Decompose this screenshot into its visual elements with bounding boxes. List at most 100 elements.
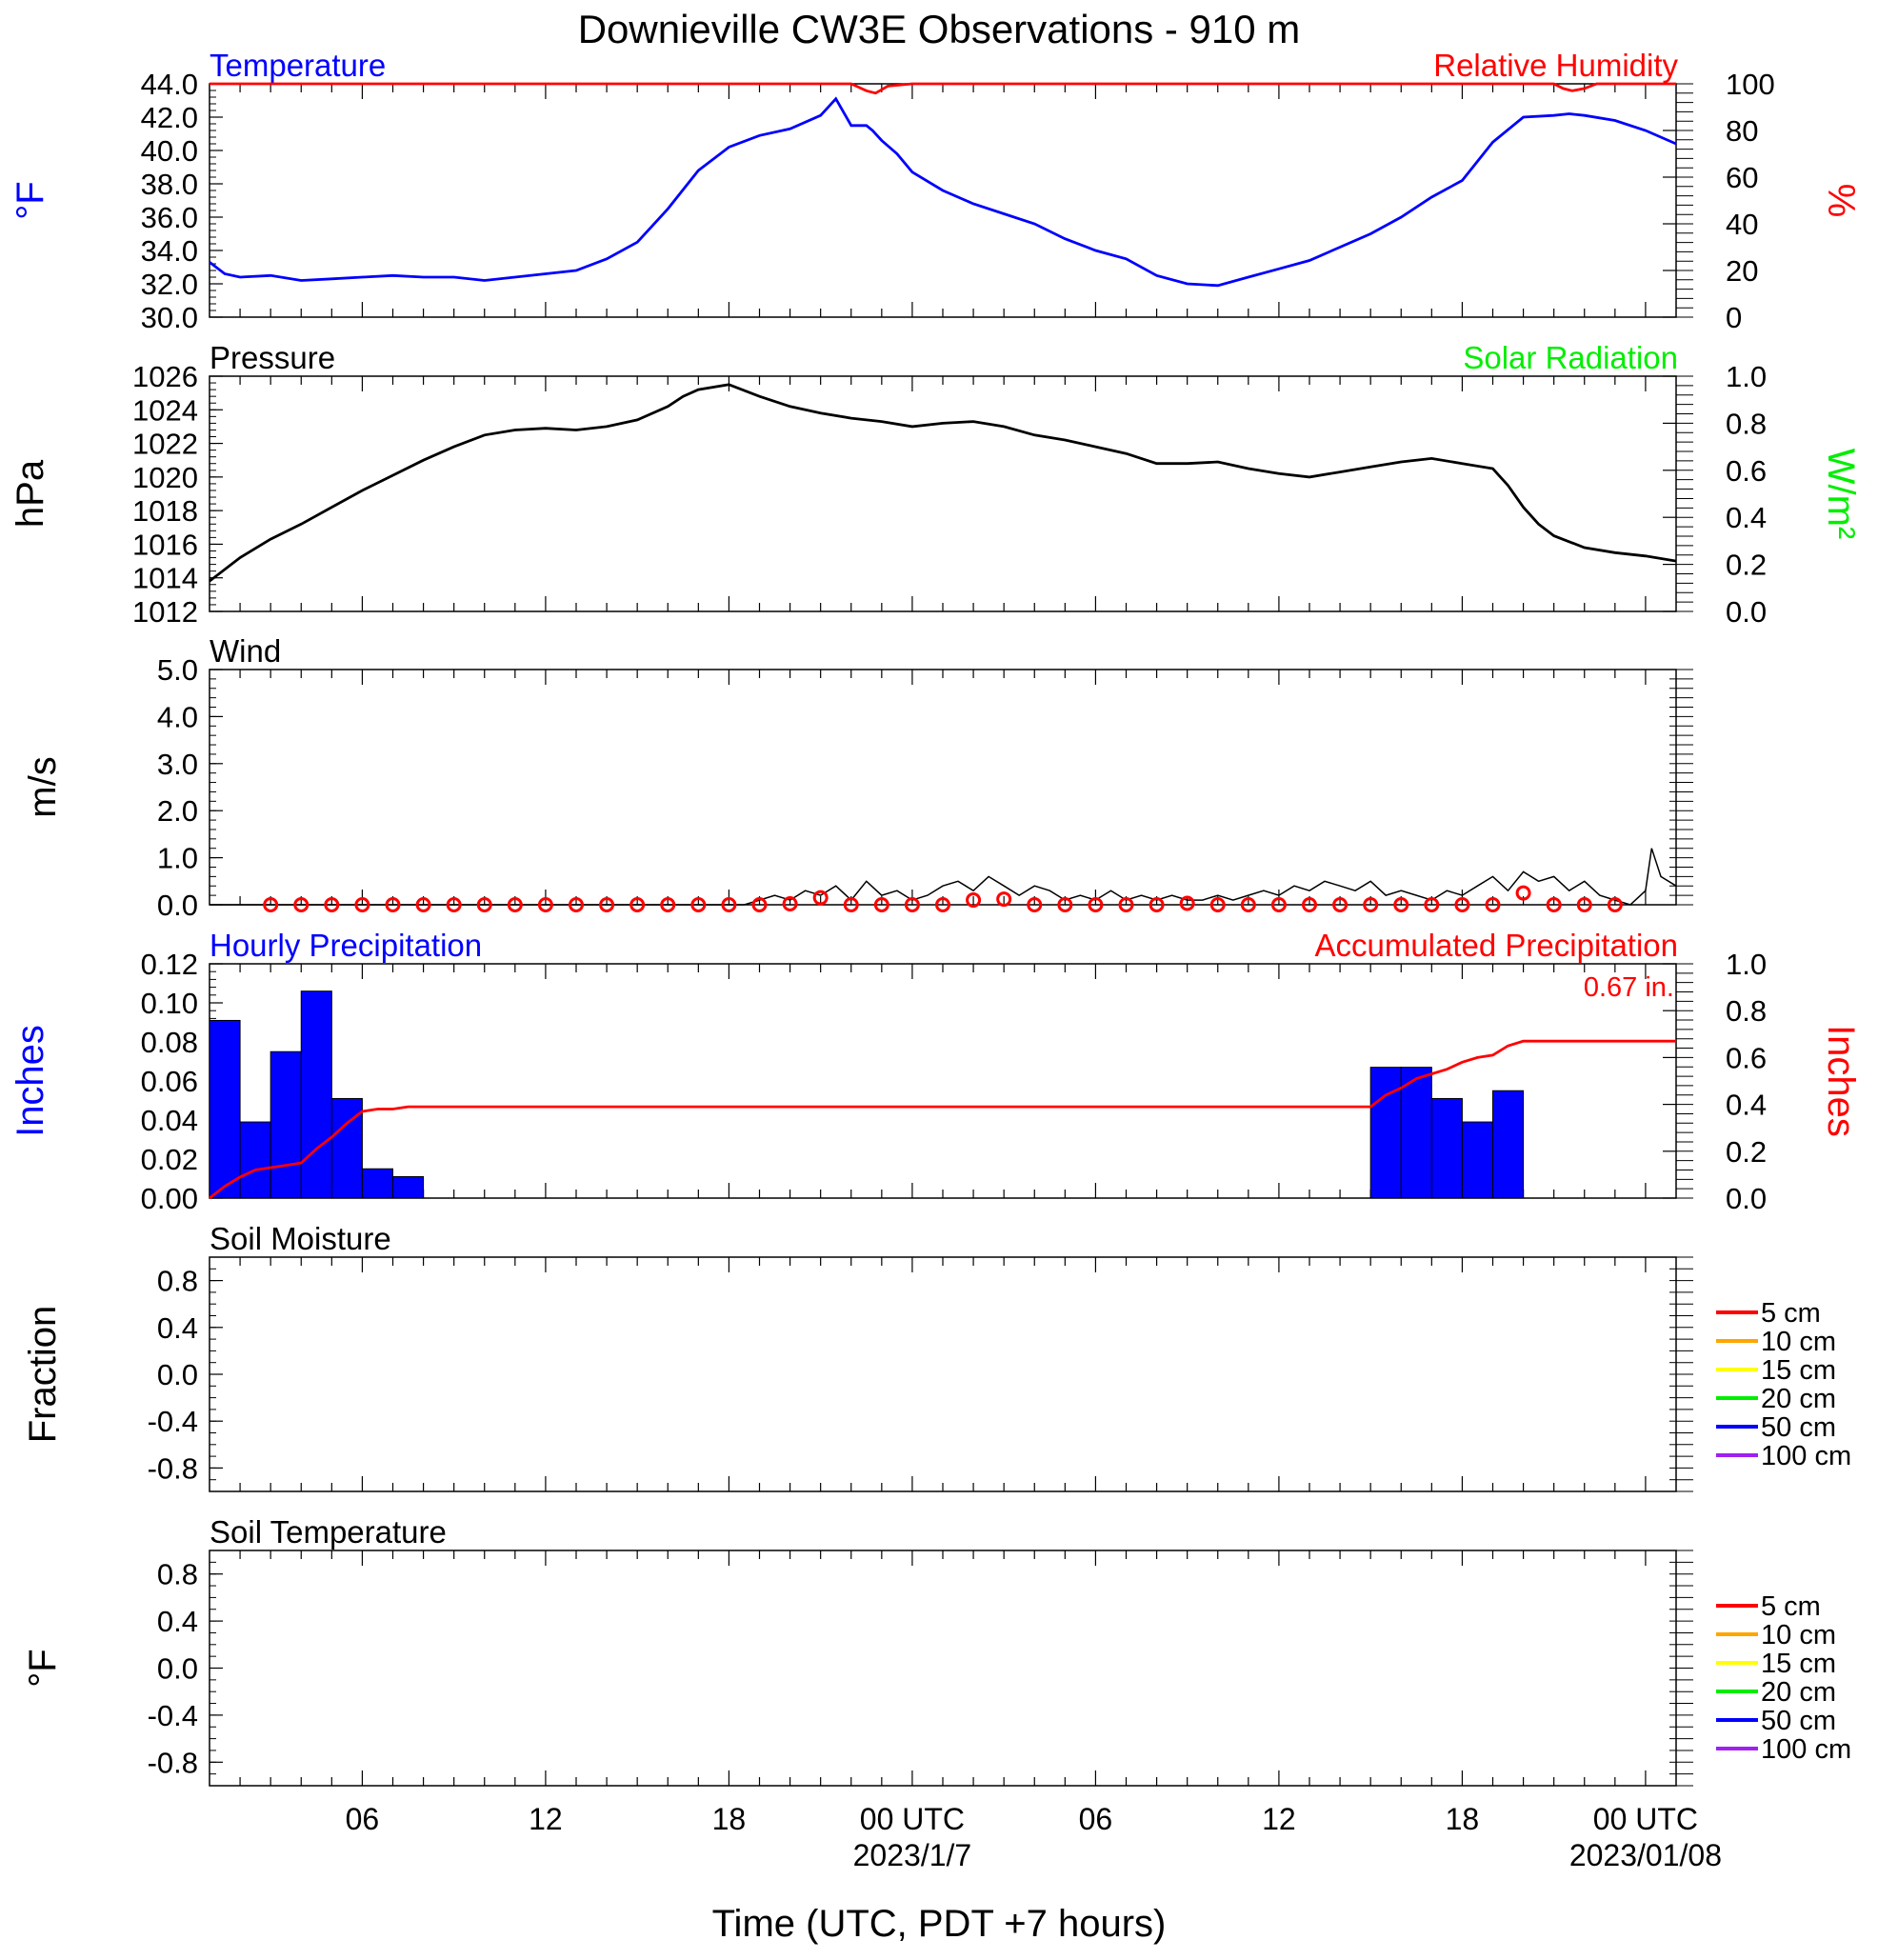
y-tick-label-right: 0.2 [1726,1135,1767,1169]
wind-marker [721,897,737,912]
y-tick-label-left: 38.0 [141,168,198,201]
legend-label: 100 cm [1761,1734,1851,1765]
wind-marker [1485,897,1501,912]
precip-bar [361,1168,393,1199]
wind-marker [324,897,340,912]
wind-marker [843,897,859,912]
panel-title: Soil Temperature [210,1514,447,1550]
wind-marker [1057,897,1073,912]
series-line-pressure-0 [209,383,1677,583]
y-tick-label-right: 0.0 [1726,595,1767,629]
wind-marker [263,897,279,912]
y-axis-label-right: % [1820,184,1862,218]
legend-label: 5 cm [1761,1591,1821,1622]
y-tick-label-right: 0.6 [1726,454,1767,488]
y-tick-label-left: -0.8 [148,1451,198,1485]
plot-frame [209,669,1677,906]
precip-bar [1461,1121,1493,1199]
y-tick-label-right: 0.0 [1726,1182,1767,1215]
wind-marker [1607,897,1623,912]
legend-label: 50 cm [1761,1706,1836,1736]
y-axis-label-left: m/s [22,756,64,817]
y-tick-label-right: 0.8 [1726,994,1767,1028]
legend-label: 20 cm [1761,1384,1836,1414]
x-tick-label: 18 [1446,1802,1480,1836]
wind-marker [996,891,1012,908]
wind-marker [904,897,920,912]
y-tick-label-right: 0.4 [1726,1089,1767,1122]
y-tick-label-left: 0.04 [141,1104,198,1137]
accumulated-total-label: 0.67 in. [1584,972,1674,1003]
x-tick-label: 00 UTC [1593,1802,1698,1836]
legend-label: 15 cm [1761,1649,1836,1679]
y-tick-label-left: 1020 [132,461,198,494]
wind-marker [446,897,462,912]
wind-marker [782,896,798,912]
y-axis-label-right: W/m² [1820,449,1862,540]
y-tick-label-right: 0.6 [1726,1041,1767,1074]
y-tick-label-right: 60 [1726,161,1758,194]
wind-marker [1546,897,1562,912]
panel-title: Wind [210,633,281,669]
wind-marker [1270,897,1287,912]
precip-bar [392,1175,425,1199]
panel-temperature: 30.032.034.036.038.040.042.044.0 0 20 40 60 8… [10,48,1862,334]
y-tick-label-left: 5.0 [157,653,198,687]
chart-title: Downieville CW3E Observations - 910 m [578,7,1301,51]
wind-marker [415,897,431,912]
precip-bar [1430,1097,1463,1199]
y-tick-label-left: 0.00 [141,1182,198,1215]
y-tick-label-left: 0.0 [157,889,198,922]
y-tick-label-left: 0.8 [157,1265,198,1298]
x-tick-label: 18 [712,1802,747,1836]
wind-marker [1209,897,1226,912]
legend-label: 5 cm [1761,1298,1821,1329]
y-tick-label-left: 0.8 [157,1558,198,1591]
precip-bar [239,1121,271,1199]
wind-marker [1515,885,1531,901]
y-axis-label-left: Fraction [22,1306,64,1444]
y-axis-label-left: °F [10,181,51,219]
y-tick-label-left: 0.4 [157,1605,198,1638]
y-tick-label-left: 1022 [132,428,198,461]
panel-soil_moisture: -0.8 -0.4 0.0 0.4 0.8 Soil Moisture Fraction 5 … [22,1221,1851,1492]
wind-marker [1424,897,1440,912]
wind-marker [1240,897,1256,912]
legend-label: 10 cm [1761,1620,1836,1650]
series-line-temperature-1 [210,82,1676,95]
x-tick-label: 06 [346,1802,380,1836]
panel-wind: 0.0 1.0 2.0 3.0 4.0 5.0 Wind m/s [22,633,1693,922]
y-tick-label-left: -0.4 [148,1699,198,1732]
wind-marker [1576,897,1592,912]
y-tick-label-left: 3.0 [157,748,198,781]
x-tick-label: 12 [529,1802,563,1836]
panel-title: Pressure [210,340,335,375]
wind-marker [812,890,829,906]
plot-frame [209,1256,1677,1492]
y-tick-label-left: 0.02 [141,1143,198,1176]
y-tick-label-left: 0.10 [141,987,198,1020]
wind-marker [1118,897,1134,912]
plot-frame [209,83,1677,318]
y-tick-label-left: 0.06 [141,1065,198,1098]
y-tick-label-left: 1.0 [157,842,198,875]
y-tick-label-left: 0.4 [157,1311,198,1345]
plot-frame [209,375,1677,612]
precip-bar [300,990,332,1199]
panel-title-right: Relative Humidity [1433,48,1678,83]
precip-bar [270,1050,302,1199]
y-tick-label-right: 0.4 [1726,501,1767,534]
y-tick-label-left: 1018 [132,494,198,528]
wind-marker [537,897,553,912]
wind-marker [690,897,707,912]
y-tick-label-left: 42.0 [141,101,198,134]
y-tick-label-left: 30.0 [141,301,198,334]
wind-marker [1179,895,1195,911]
legend-label: 50 cm [1761,1412,1836,1443]
y-tick-label-left: 1024 [132,393,198,427]
wind-marker [476,897,492,912]
y-tick-label-right: 1.0 [1726,948,1767,981]
y-tick-label-left: 44.0 [141,68,198,101]
wind-marker [599,897,615,912]
